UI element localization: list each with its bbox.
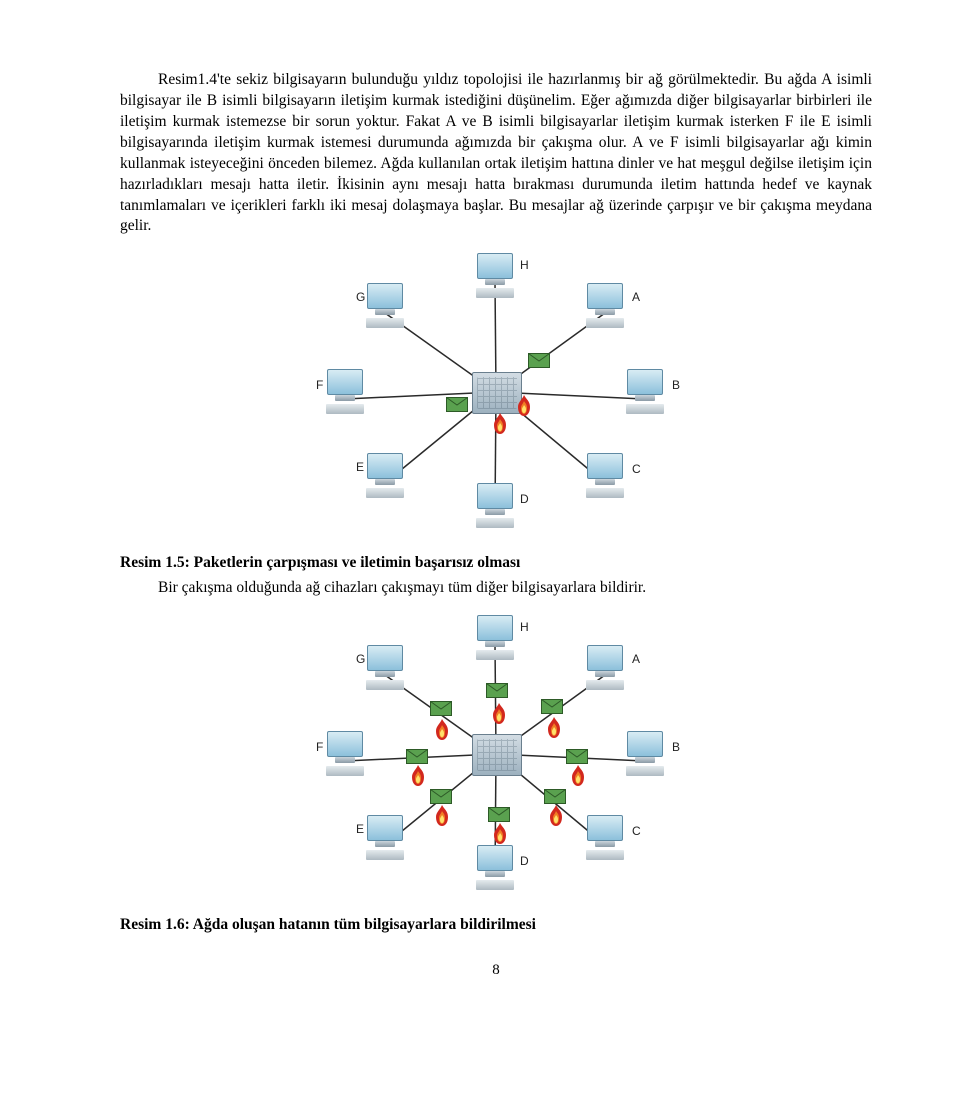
page-number: 8	[120, 960, 872, 980]
computer-node-d	[476, 483, 514, 528]
node-label-b: B	[672, 739, 680, 755]
hub-icon	[472, 372, 522, 414]
computer-node-f	[326, 731, 364, 776]
packet-icon	[488, 807, 510, 822]
computer-node-e	[366, 815, 404, 860]
node-label-a: A	[632, 651, 640, 667]
node-label-f: F	[316, 377, 323, 393]
packet-icon	[430, 789, 452, 804]
packet-icon	[406, 749, 428, 764]
collision-flame-icon	[491, 703, 507, 725]
collision-flame-icon	[516, 395, 532, 417]
caption-1-5-sub: Bir çakışma olduğunda ağ cihazları çakış…	[120, 578, 872, 599]
node-label-g: G	[356, 289, 365, 305]
packet-icon	[446, 397, 468, 412]
node-label-h: H	[520, 619, 529, 635]
node-label-e: E	[356, 459, 364, 475]
collision-flame-icon	[492, 823, 508, 845]
packet-icon	[528, 353, 550, 368]
node-label-d: D	[520, 853, 529, 869]
node-label-a: A	[632, 289, 640, 305]
packet-icon	[566, 749, 588, 764]
packet-icon	[430, 701, 452, 716]
computer-node-d	[476, 845, 514, 890]
computer-node-g	[366, 645, 404, 690]
intro-paragraph: Resim1.4'te sekiz bilgisayarın bulunduğu…	[120, 70, 872, 237]
node-label-g: G	[356, 651, 365, 667]
collision-flame-icon	[548, 805, 564, 827]
computer-node-c	[586, 453, 624, 498]
packet-icon	[544, 789, 566, 804]
computer-node-e	[366, 453, 404, 498]
computer-node-c	[586, 815, 624, 860]
computer-node-a	[586, 645, 624, 690]
caption-1-6: Resim 1.6: Ağda oluşan hatanın tüm bilgi…	[120, 915, 872, 936]
packet-icon	[486, 683, 508, 698]
node-label-e: E	[356, 821, 364, 837]
computer-node-a	[586, 283, 624, 328]
hub-icon	[472, 734, 522, 776]
computer-node-f	[326, 369, 364, 414]
collision-flame-icon	[434, 805, 450, 827]
computer-node-b	[626, 731, 664, 776]
computer-node-g	[366, 283, 404, 328]
computer-node-b	[626, 369, 664, 414]
collision-flame-icon	[410, 765, 426, 787]
computer-node-h	[476, 253, 514, 298]
computer-node-h	[476, 615, 514, 660]
node-label-d: D	[520, 491, 529, 507]
node-label-c: C	[632, 461, 641, 477]
collision-flame-icon	[492, 413, 508, 435]
node-label-c: C	[632, 823, 641, 839]
node-label-f: F	[316, 739, 323, 755]
caption-1-5: Resim 1.5: Paketlerin çarpışması ve ilet…	[120, 553, 872, 574]
collision-flame-icon	[434, 719, 450, 741]
figure-1-6: H A B C D E F G	[120, 609, 872, 899]
collision-flame-icon	[570, 765, 586, 787]
collision-flame-icon	[546, 717, 562, 739]
figure-1-5: H A B C D E F G	[120, 247, 872, 537]
packet-icon	[541, 699, 563, 714]
node-label-b: B	[672, 377, 680, 393]
node-label-h: H	[520, 257, 529, 273]
